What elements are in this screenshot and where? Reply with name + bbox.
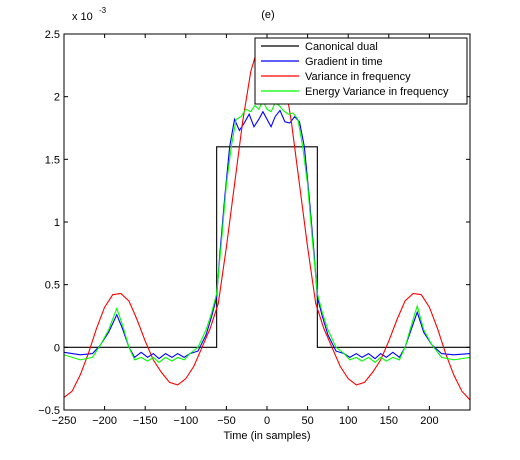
x-tick-label: −150	[133, 415, 158, 427]
legend-label: Gradient in time	[305, 56, 383, 68]
x-axis: −250 −200 −150 −100 −50 0 50 100 150 200	[52, 34, 439, 427]
x-tick-label: 50	[301, 415, 313, 427]
y-tick-label: 2	[54, 92, 60, 104]
y-axis: −0.5 0 0.5 1 1.5 2 2.5	[38, 29, 470, 417]
y-tick-label: 0	[54, 342, 60, 354]
y-tick-label: −0.5	[38, 405, 60, 417]
x-tick-label: 200	[420, 415, 438, 427]
y-tick-label: 0.5	[45, 280, 60, 292]
x-tick-label: −250	[52, 415, 77, 427]
chart-title: (e)	[261, 9, 274, 21]
legend-box	[254, 37, 468, 105]
legend-label: Energy Variance in frequency	[305, 86, 449, 98]
legend-label: Canonical dual	[305, 41, 378, 53]
series-line-0	[64, 146, 470, 348]
legend: Canonical dual Gradient in time Variance i…	[254, 37, 468, 105]
y-tick-label: 1	[54, 217, 60, 229]
y-tick-label: 1.5	[45, 154, 60, 166]
x-tick-label: −50	[217, 415, 236, 427]
y-exponent-base: x 10	[72, 11, 93, 23]
x-tick-label: 0	[264, 415, 270, 427]
x-tick-label: 100	[339, 415, 357, 427]
series-layer	[64, 38, 470, 401]
series-line-3	[64, 99, 470, 364]
y-exponent-power: -3	[99, 6, 107, 15]
y-exponent-label: x 10 -3	[72, 6, 107, 23]
x-tick-label: 150	[380, 415, 398, 427]
legend-label: Variance in frequency	[305, 71, 411, 83]
x-axis-title: Time (in samples)	[224, 430, 311, 442]
x-tick-label: −200	[92, 415, 117, 427]
x-tick-label: −100	[173, 415, 198, 427]
y-tick-label: 2.5	[45, 29, 60, 41]
